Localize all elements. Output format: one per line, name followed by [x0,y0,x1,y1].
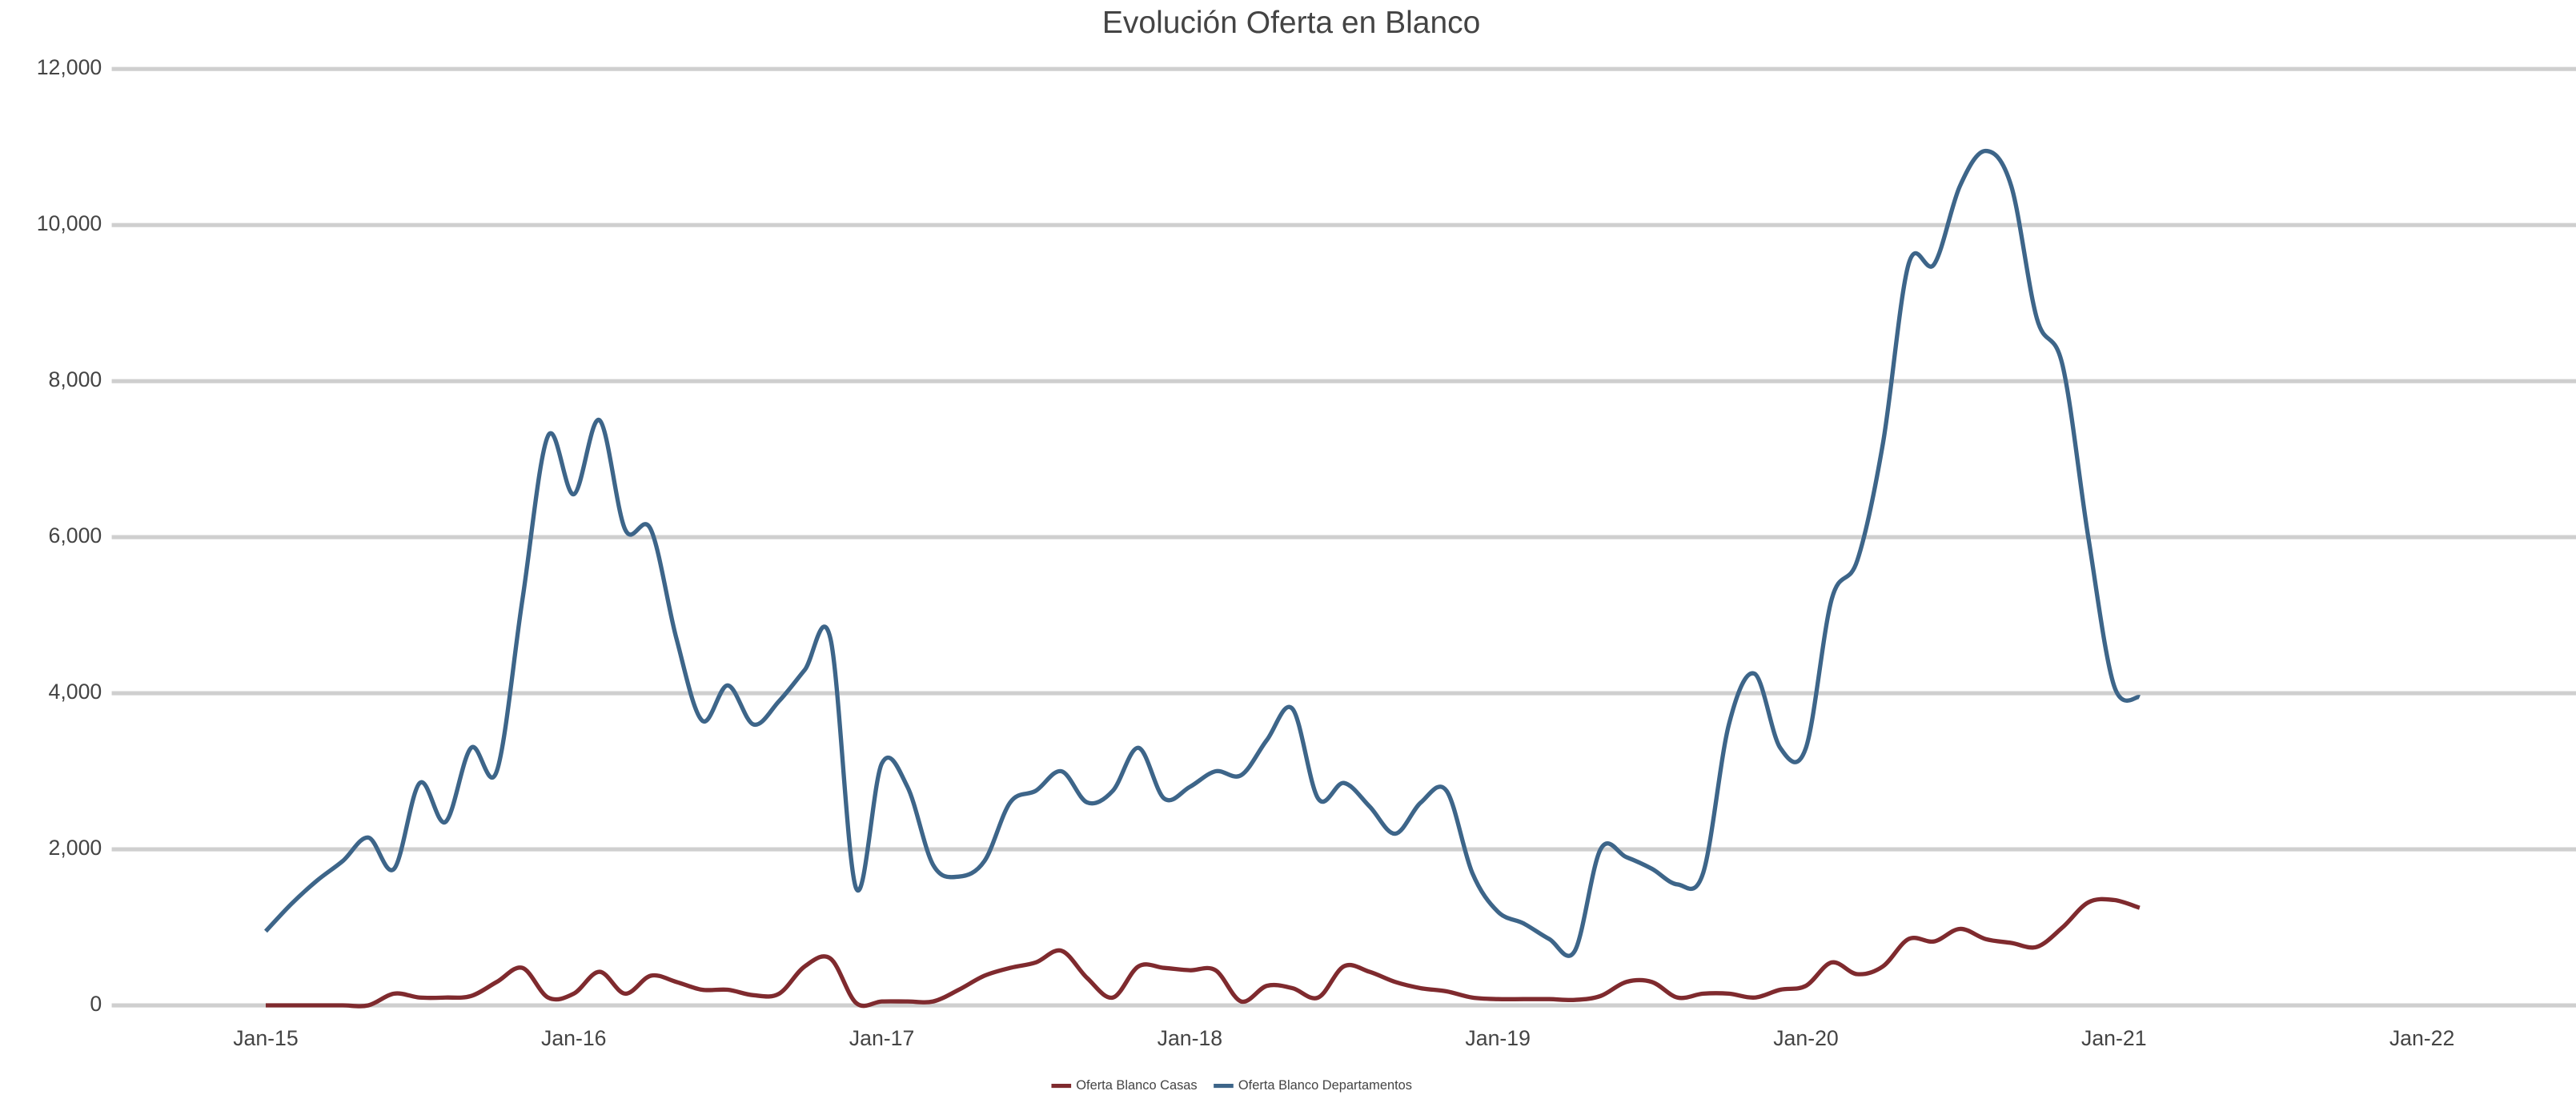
x-tick-label: Jan-20 [1773,1026,1839,1050]
y-tick-label: 8,000 [49,367,102,391]
x-tick-label: Jan-21 [2081,1026,2147,1050]
y-tick-label: 2,000 [49,836,102,860]
y-tick-label: 10,000 [37,211,102,235]
legend-label: Oferta Blanco Casas [1076,1078,1197,1093]
x-tick-label: Jan-16 [541,1026,607,1050]
y-tick-label: 0 [90,992,102,1016]
legend-item: Oferta Blanco Departamentos [1214,1078,1412,1093]
series-line [264,148,2141,958]
legend-item: Oferta Blanco Casas [1051,1078,1198,1093]
x-tick-label: Jan-22 [2389,1026,2455,1050]
y-tick-label: 4,000 [49,680,102,704]
series-line [265,896,2141,1009]
y-tick-label: 12,000 [37,55,102,79]
x-tick-label: Jan-19 [1465,1026,1531,1050]
x-tick-label: Jan-18 [1158,1026,1223,1050]
legend-label: Oferta Blanco Departamentos [1238,1078,1412,1093]
chart-title: Evolución Oferta en Blanco [1102,6,1480,40]
x-tick-label: Jan-15 [233,1026,299,1050]
x-tick-label: Jan-17 [849,1026,915,1050]
y-tick-label: 6,000 [49,523,102,547]
